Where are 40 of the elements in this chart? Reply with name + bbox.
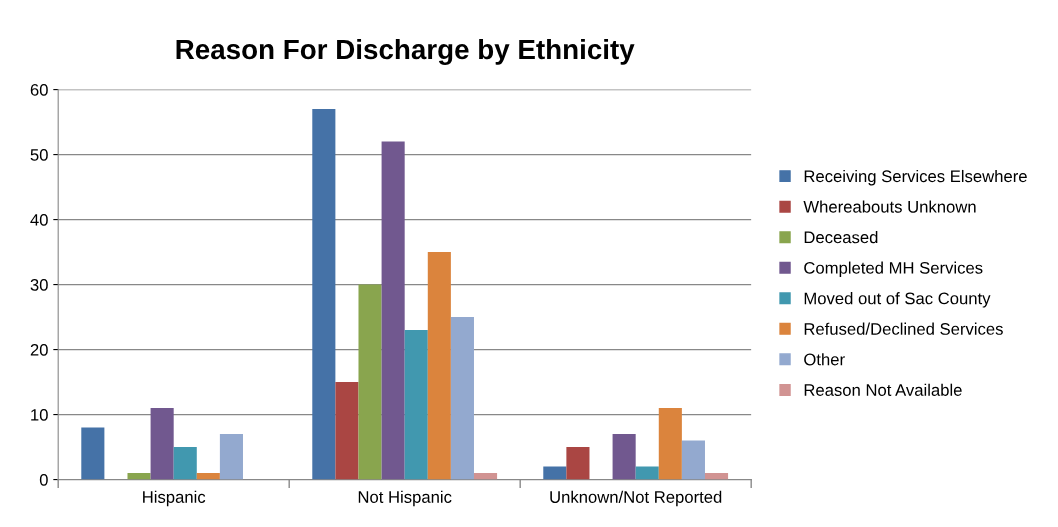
bar <box>335 382 359 480</box>
bar <box>473 473 498 480</box>
bar <box>635 466 659 480</box>
legend-label: Refused/Declined Services <box>804 322 1003 335</box>
y-tick-label: 10 <box>31 408 48 421</box>
x-tick-label: Hispanic <box>143 490 206 507</box>
legend-label: Reason Not Available <box>804 383 962 396</box>
bar <box>196 473 220 480</box>
legend-label: Deceased <box>804 231 878 244</box>
y-tick-label: 50 <box>30 148 48 161</box>
bar <box>658 408 682 480</box>
chart-title: Reason For Discharge by Ethnicity <box>176 38 635 65</box>
bar <box>81 427 105 480</box>
bar <box>543 466 567 480</box>
bar <box>219 434 243 480</box>
bar <box>150 408 174 480</box>
bar <box>704 473 729 480</box>
bar <box>427 252 451 480</box>
y-tick-label: 30 <box>30 278 48 291</box>
bar <box>173 447 197 480</box>
legend-label: Whereabouts Unknown <box>803 200 976 213</box>
y-tick-label: 20 <box>30 343 48 356</box>
bar <box>381 141 405 480</box>
bar <box>127 473 151 480</box>
bar <box>312 109 336 480</box>
legend-label: Receiving Services Elsewhere <box>804 169 1027 186</box>
bar <box>404 330 428 480</box>
y-tick-label: 40 <box>30 213 48 226</box>
bar <box>566 447 590 480</box>
legend-label: Other <box>804 353 845 366</box>
y-tick-label: 60 <box>30 83 48 96</box>
bar <box>612 434 636 480</box>
legend-label: Moved out of Sac County <box>804 292 991 308</box>
y-tick-label: 0 <box>39 473 48 486</box>
bar <box>681 440 705 480</box>
legend-label: Completed MH Services <box>804 261 983 278</box>
bar <box>450 317 474 480</box>
bar <box>358 284 382 480</box>
x-tick-label: Unknown/Not Reported <box>550 490 722 507</box>
x-tick-label: Not Hispanic <box>358 490 452 507</box>
